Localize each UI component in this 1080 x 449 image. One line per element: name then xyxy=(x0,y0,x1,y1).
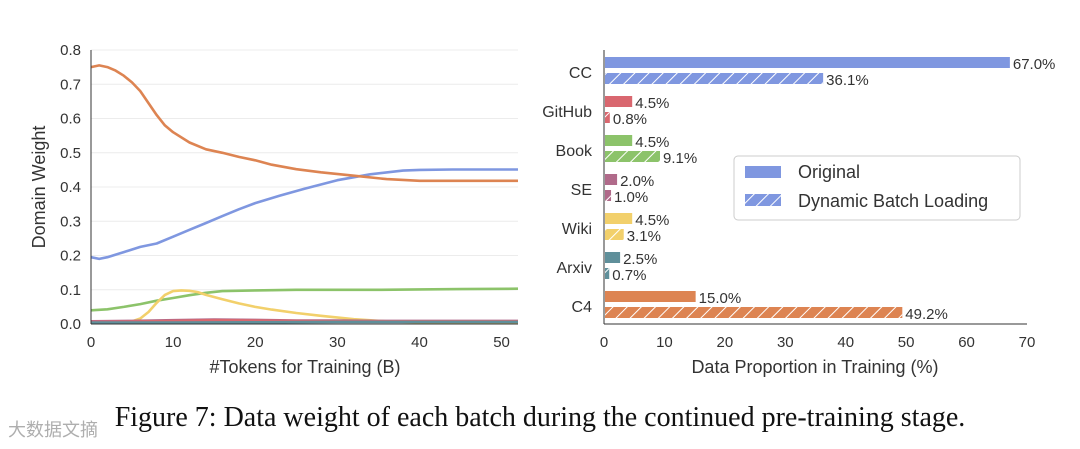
line-chart-x-label: #Tokens for Training (B) xyxy=(209,357,400,377)
bar-c4-original xyxy=(605,291,696,302)
bar-chart-x-label: Data Proportion in Training (%) xyxy=(691,357,938,377)
line-series-c4 xyxy=(90,64,518,183)
bar-hatch-se xyxy=(605,190,612,201)
line-chart-y-tick-label: 0.8 xyxy=(60,42,81,59)
bar-chart-legend: Original Dynamic Batch Loading xyxy=(733,155,1021,221)
bar-hatch-arxiv xyxy=(605,268,610,279)
line-series-book xyxy=(90,287,519,312)
bar-chart-bars: 67.0%36.1%4.5%0.8%4.5%9.1%2.0%1.0%4.5%3.… xyxy=(605,56,1055,323)
bar-chart-x-tick-label: 70 xyxy=(1019,334,1036,351)
legend-swatch-original xyxy=(745,166,781,178)
bar-category-label: Arxiv xyxy=(556,260,592,277)
line-chart-y-ticks: 0.0 0.1 0.2 0.3 0.4 0.5 0.6 0.7 0.8 xyxy=(60,42,81,333)
figure-caption: Figure 7: Data weight of each batch duri… xyxy=(114,402,966,433)
line-chart-x-ticks: 0 10 20 30 40 50 xyxy=(87,334,510,351)
bar-chart-x-tick-label: 30 xyxy=(777,334,794,351)
watermark-logo: 大数据文摘 xyxy=(8,416,98,442)
bar-value-label: 9.1% xyxy=(663,150,697,167)
bar-se-original xyxy=(605,174,618,185)
bar-chart-x-tick-label: 50 xyxy=(898,334,915,351)
line-chart-y-tick-label: 0.0 xyxy=(60,316,81,333)
legend-label-original: Original xyxy=(798,162,860,182)
bar-chart: 67.0%36.1%4.5%0.8%4.5%9.1%2.0%1.0%4.5%3.… xyxy=(542,50,1055,377)
bar-chart-x-ticks: 0 10 20 30 40 50 60 70 xyxy=(600,334,1036,351)
bar-value-label: 3.1% xyxy=(627,228,661,245)
line-chart-x-tick-label: 30 xyxy=(329,334,346,351)
bar-value-label: 4.5% xyxy=(635,95,669,112)
bar-value-label: 4.5% xyxy=(635,134,669,151)
line-chart-y-tick-label: 0.4 xyxy=(60,179,81,196)
line-chart-x-tick-label: 20 xyxy=(247,334,264,351)
bar-github-original xyxy=(605,96,633,107)
bar-arxiv-original xyxy=(605,252,621,263)
bar-value-label: 2.0% xyxy=(620,173,654,190)
bar-hatch-github xyxy=(605,112,610,123)
bar-hatch-cc xyxy=(605,73,824,84)
bar-chart-x-tick-label: 20 xyxy=(717,334,734,351)
legend-frame xyxy=(733,155,1021,221)
bar-hatch-book xyxy=(605,151,660,162)
line-chart-y-tick-label: 0.2 xyxy=(60,248,81,265)
line-chart-x-tick-label: 0 xyxy=(87,334,95,351)
bar-chart-x-tick-label: 40 xyxy=(837,334,854,351)
line-chart: 0 10 20 30 40 50 0.00.10.20.30.40.50.60.70.8 … xyxy=(29,42,519,377)
line-chart-x-tick-label: 10 xyxy=(165,334,182,351)
bar-book-original xyxy=(605,135,633,146)
line-series-cc xyxy=(90,168,518,261)
bar-chart-x-tick-label: 0 xyxy=(600,334,608,351)
bar-category-label: Wiki xyxy=(562,221,592,238)
bar-category-label: GitHub xyxy=(542,104,592,121)
legend-swatch-dynamic-hatch xyxy=(745,194,781,206)
line-chart-x-tick-label: 40 xyxy=(411,334,428,351)
bar-value-label: 1.0% xyxy=(614,189,648,206)
line-chart-y-label: Domain Weight xyxy=(29,126,49,249)
bar-category-label: SE xyxy=(571,182,592,199)
line-series-arxiv xyxy=(91,320,518,324)
bar-wiki-original xyxy=(605,213,633,224)
legend-label-dynamic: Dynamic Batch Loading xyxy=(798,191,988,211)
bar-hatch-c4 xyxy=(605,307,903,318)
bar-hatch-wiki xyxy=(605,229,624,240)
bar-value-label: 0.7% xyxy=(612,267,646,284)
bar-value-label: 15.0% xyxy=(699,290,742,307)
line-chart-series xyxy=(90,64,519,324)
line-chart-gridlines xyxy=(91,49,518,325)
bar-value-label: 2.5% xyxy=(623,251,657,268)
line-chart-x-tick-label: 50 xyxy=(493,334,510,351)
line-chart-y-tick-label: 0.5 xyxy=(60,145,81,162)
line-chart-y-tick-label: 0.7 xyxy=(60,76,81,93)
line-series-wiki xyxy=(91,289,518,324)
bar-chart-x-tick-label: 60 xyxy=(958,334,975,351)
bar-category-label: C4 xyxy=(572,299,593,316)
bar-cc-original xyxy=(605,57,1010,68)
bar-value-label: 4.5% xyxy=(635,212,669,229)
line-chart-axes xyxy=(90,50,518,325)
bar-category-label: CC xyxy=(569,65,592,82)
line-chart-y-tick-label: 0.6 xyxy=(60,111,81,128)
bar-value-label: 0.8% xyxy=(613,111,647,128)
line-chart-y-tick-label: 0.3 xyxy=(60,213,81,230)
watermark-text: 大数据文摘 xyxy=(8,420,98,441)
bar-value-label: 36.1% xyxy=(826,72,869,89)
bar-value-label: 67.0% xyxy=(1013,56,1056,73)
bar-category-label: Book xyxy=(556,143,593,160)
line-chart-y-tick-label: 0.1 xyxy=(60,282,81,299)
bar-chart-categories: CC GitHub Book SE Wiki Arxiv C4 xyxy=(542,65,593,316)
bar-chart-x-tick-label: 10 xyxy=(656,334,673,351)
bar-value-label: 49.2% xyxy=(905,306,948,323)
figure-canvas: 0 10 20 30 40 50 0.00.10.20.30.40.50.60.70.8 … xyxy=(29,42,1055,377)
